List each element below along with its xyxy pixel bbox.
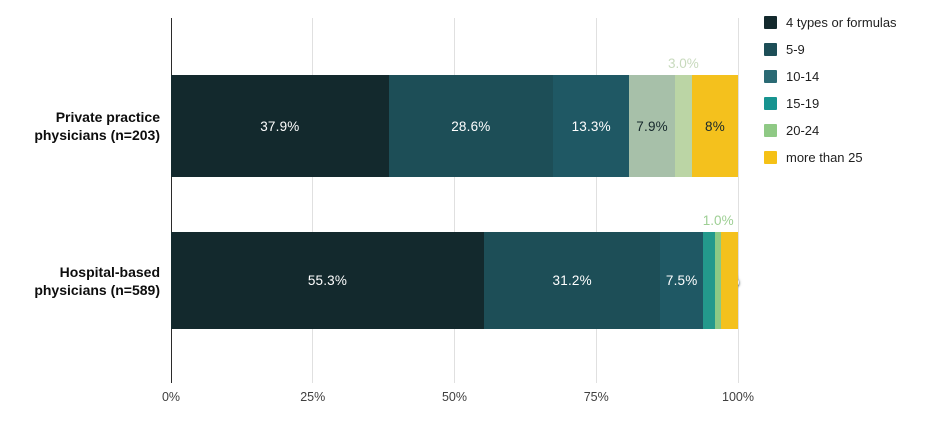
segment-value-label: 31.2%: [552, 273, 592, 288]
legend: 4 types or formulas 5-9 10-14 15-19 20-24 mor…: [764, 15, 897, 178]
baseline-gridline: [170, 18, 172, 383]
bar-segment[interactable]: 55.3%: [171, 232, 484, 329]
bar-segment[interactable]: 8%: [692, 75, 738, 177]
bar-segment[interactable]: 37.9%: [171, 75, 389, 177]
segment-value-label: 1.0%: [702, 213, 734, 228]
legend-item[interactable]: more than 25: [764, 150, 897, 165]
segment-value-label: 13.3%: [571, 118, 611, 134]
bar-row: 55.3% 31.2% 7.5%: [171, 232, 738, 329]
segment-value-label: 7.5%: [665, 273, 698, 288]
legend-item[interactable]: 4 types or formulas: [764, 15, 897, 30]
legend-item[interactable]: 10-14: [764, 69, 897, 84]
legend-label: 5-9: [786, 42, 805, 57]
legend-label: 20-24: [786, 123, 820, 138]
segment-value-label: 3.0%: [668, 56, 699, 71]
bar-segment[interactable]: [702, 232, 716, 329]
segment-value-label: 8%: [705, 118, 725, 134]
gridline: [737, 18, 739, 383]
gridline: [595, 18, 597, 383]
bar-segment[interactable]: [715, 232, 721, 329]
legend-swatch: [764, 70, 777, 83]
legend-item[interactable]: 20-24: [764, 123, 897, 138]
gridline: [312, 18, 314, 383]
legend-swatch: [764, 97, 777, 110]
segment-value-label: 28.6%: [451, 118, 491, 134]
legend-swatch: [764, 16, 777, 29]
legend-item[interactable]: 15-19: [764, 96, 897, 111]
legend-swatch: [764, 43, 777, 56]
bar-segment[interactable]: 7.5%: [660, 232, 703, 329]
bar-segment[interactable]: [721, 232, 738, 329]
bar-segment[interactable]: [674, 75, 692, 177]
legend-swatch: [764, 124, 777, 137]
bar-segment[interactable]: 13.3%: [553, 75, 630, 177]
category-label: Hospital-based physicians (n=589): [34, 263, 160, 298]
x-axis-tick-label: 75%: [583, 390, 609, 404]
plot-area: 3.0%37.9%28.6%13.3%7.9%8%2.2%1.0%3%55.3%…: [170, 18, 739, 383]
gridline: [454, 18, 455, 383]
legend-swatch: [764, 151, 777, 164]
bar-segment[interactable]: 31.2%: [483, 232, 661, 329]
bar-segment[interactable]: 28.6%: [388, 75, 554, 177]
segment-value-label: 7.9%: [636, 118, 668, 134]
legend-label: 4 types or formulas: [786, 15, 897, 30]
segment-value-label: 55.3%: [307, 273, 348, 288]
category-label: Private practice physicians (n=203): [34, 109, 160, 143]
x-axis-tick-label: 25%: [300, 390, 326, 404]
bar-row: 37.9% 28.6% 13.3% 7.9% 8%: [171, 75, 738, 177]
segment-value-label: 37.9%: [260, 118, 300, 134]
legend-label: more than 25: [786, 150, 863, 165]
x-axis-tick-label: 50%: [441, 390, 468, 404]
legend-item[interactable]: 5-9: [764, 42, 897, 57]
x-axis-tick-label: 100%: [722, 390, 754, 404]
legend-label: 10-14: [786, 69, 820, 84]
bar-segment[interactable]: 7.9%: [629, 75, 675, 177]
x-axis-tick-label: 0%: [161, 390, 181, 404]
legend-label: 15-19: [786, 96, 820, 111]
